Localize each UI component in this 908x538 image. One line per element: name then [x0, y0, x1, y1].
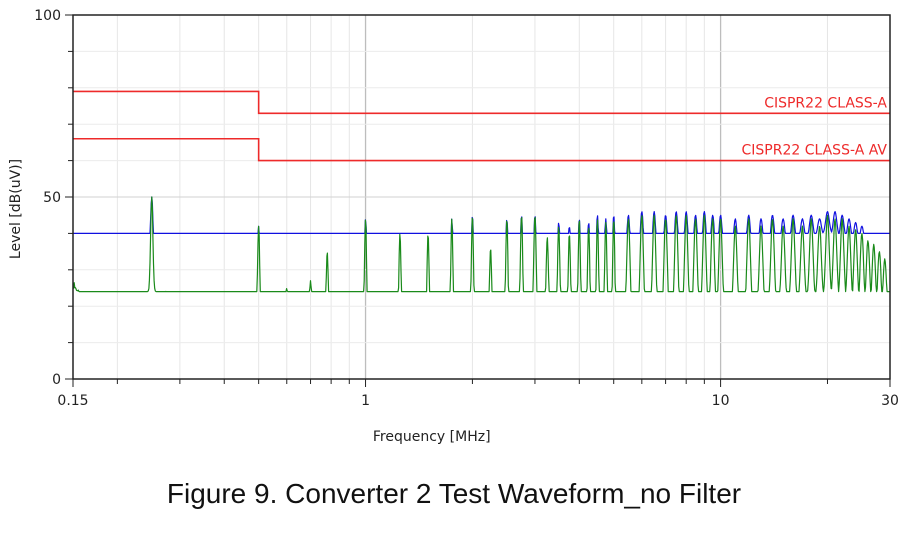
series-line — [73, 196, 890, 234]
series-group — [72, 196, 890, 293]
limit-lines: CISPR22 CLASS-A CISPR22 CLASS-A AV — [73, 90, 890, 162]
limit-line — [73, 137, 890, 162]
x-axis-title: Frequency [MHz] — [373, 429, 491, 445]
figure-caption: Figure 9. Converter 2 Test Waveform_no F… — [166, 478, 742, 509]
y-tick-label: 50 — [43, 190, 61, 206]
y-tick-label: 0 — [52, 372, 61, 388]
x-tick-label: 0.15 — [57, 393, 88, 409]
limit-label: CISPR22 CLASS-A AV — [741, 143, 887, 159]
x-axis: 0.15 1 10 30 — [57, 379, 899, 409]
limit-line — [73, 90, 890, 115]
x-tick-label: 10 — [712, 393, 730, 409]
y-axis-title: Level [dB(uV)] — [8, 159, 24, 259]
grid — [73, 15, 890, 379]
y-tick-label: 100 — [34, 8, 61, 24]
emi-chart: CISPR22 CLASS-A CISPR22 CLASS-A AV 0.15 1 1… — [8, 8, 899, 445]
y-axis: 0 50 100 — [34, 8, 73, 388]
x-tick-label: 1 — [361, 393, 370, 409]
series-line — [72, 196, 890, 293]
limit-label: CISPR22 CLASS-A — [764, 95, 887, 111]
x-tick-label: 30 — [881, 393, 899, 409]
